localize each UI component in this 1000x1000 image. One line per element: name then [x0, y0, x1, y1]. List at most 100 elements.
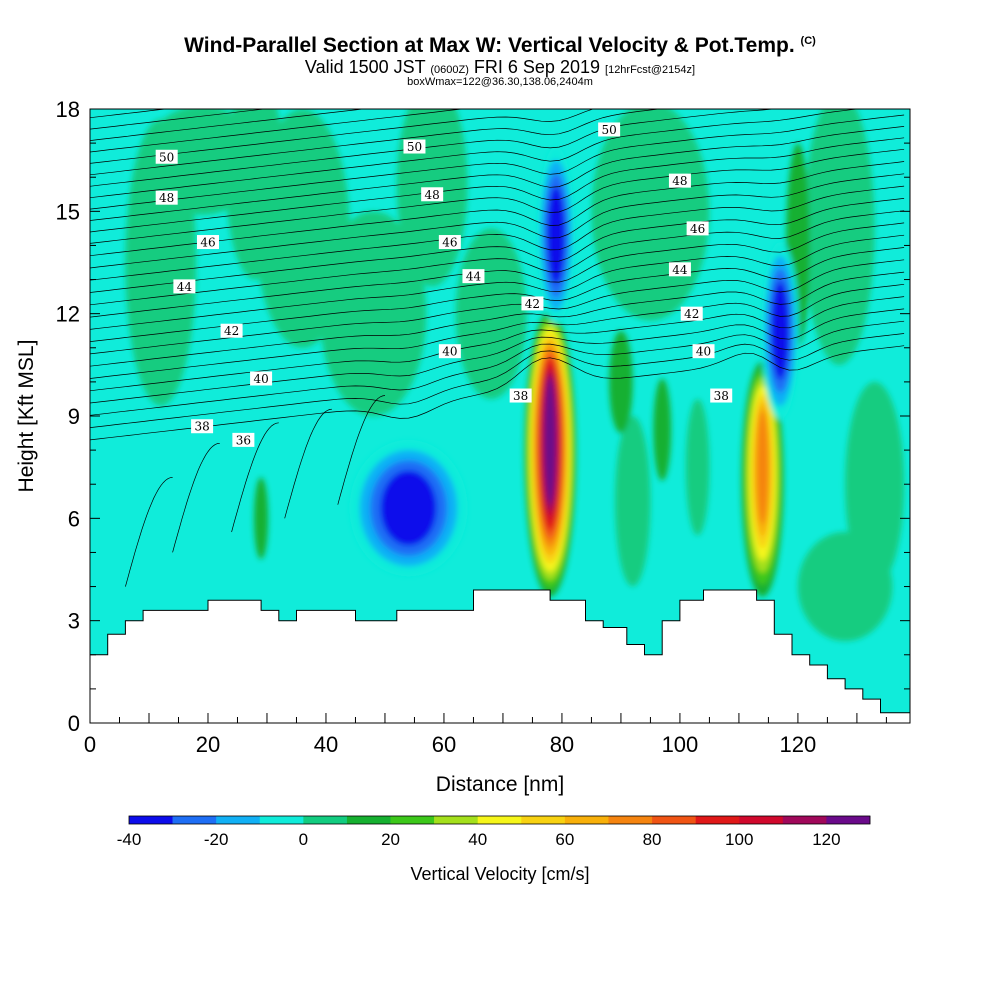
colorbar-swatch [695, 816, 740, 824]
theta-contour [90, 222, 905, 318]
theta-label: 38 [194, 420, 209, 434]
theta-contour [90, 0, 904, 61]
theta-contour [90, 320, 905, 416]
theta-contour [90, 137, 905, 233]
colorbar-swatch [390, 816, 435, 824]
theta-contour [90, 1, 904, 95]
theta-label-box [173, 279, 196, 294]
colorbar-swatch [172, 816, 217, 824]
y-tick-label: 6 [68, 506, 80, 531]
upward-core [254, 477, 269, 560]
colorbar-swatch [739, 816, 784, 824]
subtitle-utc: (0600Z) [430, 64, 469, 76]
theta-label: 44 [177, 280, 193, 294]
colorbar-swatch [521, 816, 566, 824]
theta-contour [90, 296, 905, 392]
theta-contour [90, 185, 905, 281]
upward-region [455, 228, 527, 399]
x-tick-label: 100 [662, 732, 699, 757]
colorbar-swatch [216, 816, 261, 824]
theta-label-box [668, 262, 691, 277]
theta-contour [337, 395, 386, 505]
theta-contour [90, 283, 905, 379]
x-tick-label: 60 [432, 732, 456, 757]
upward-region [320, 211, 427, 416]
theta-label-box [462, 269, 485, 284]
theta-label: 44 [466, 270, 482, 284]
x-tick-label: 120 [780, 732, 817, 757]
theta-label-box [438, 235, 461, 250]
theta-label-box [220, 323, 243, 338]
colorbar-tick-label: 20 [381, 830, 400, 849]
theta-label: 50 [601, 123, 616, 137]
theta-contour [90, 109, 268, 130]
theta-label-box [403, 139, 426, 154]
theta-label: 50 [159, 150, 174, 164]
theta-label-box [250, 371, 273, 386]
colorbar-swatch [129, 816, 173, 824]
theta-contour [90, 114, 905, 210]
theta-contour [90, 210, 905, 306]
theta-label: 42 [525, 297, 540, 311]
downdraft-level [547, 186, 566, 284]
y-tick-label: 3 [68, 609, 80, 634]
theta-contour [172, 442, 220, 553]
theta-contour [90, 345, 905, 441]
x-tick-label: 20 [196, 732, 220, 757]
theta-label-box [421, 187, 444, 202]
theta-contour [231, 422, 279, 533]
colorbar-tick-label: 80 [643, 830, 662, 849]
theta-label: 36 [236, 433, 251, 447]
theta-label-box [155, 190, 178, 205]
upward-region [685, 398, 710, 536]
colorbar-swatch [652, 816, 696, 824]
theta-label-box [232, 432, 255, 447]
colorbar-label: Vertical Velocity [cm/s] [410, 864, 589, 884]
downdraft-level [771, 281, 790, 380]
theta-label-box [509, 388, 532, 403]
terrain [90, 589, 910, 723]
upward-region [797, 531, 893, 642]
x-tick-label: 40 [314, 732, 338, 757]
theta-contour [90, 109, 465, 153]
colorbar-frame [128, 815, 871, 825]
theta-label: 48 [159, 191, 174, 205]
colorbar-tick-label: -20 [204, 830, 229, 849]
theta-contour [90, 198, 905, 293]
chart-subtitle: Valid 1500 JST (0600Z) FRI 6 Sep 2019 [1… [304, 57, 696, 77]
theta-label: 48 [425, 188, 440, 202]
theta-label: 44 [672, 263, 688, 277]
updraft-level [756, 410, 769, 525]
upward-core [609, 330, 633, 434]
colorbar-swatch [303, 816, 348, 824]
colorbar-tick-label: 120 [812, 830, 840, 849]
colorbar-tick-label: 100 [725, 830, 753, 849]
colorbar: -40 -20 0 20 40 60 80 100 120 [117, 815, 871, 849]
theta-contour [90, 333, 905, 428]
plot-area: 50 48 46 44 42 40 38 36 50 48 46 44 42 40 38 50 48 46 44 42… [90, 0, 910, 723]
theta-contour [90, 271, 905, 367]
theta-label-box [598, 122, 621, 137]
theta-contour [90, 109, 169, 119]
x-tick-label: 80 [550, 732, 574, 757]
theta-contour [90, 0, 904, 83]
x-tick-label: 0 [84, 732, 96, 757]
upward-core [653, 378, 672, 481]
theta-label-box [155, 149, 178, 164]
theta-contour [90, 173, 905, 269]
theta-label: 40 [253, 372, 268, 386]
y-tick-label: 9 [68, 404, 80, 429]
colorbar-tick-label: 60 [555, 830, 574, 849]
theta-label-box [438, 344, 461, 359]
theta-label: 38 [513, 389, 528, 403]
theta-label: 50 [407, 140, 422, 154]
colorbar-tick-label: 0 [299, 830, 308, 849]
colorbar-swatch [259, 816, 304, 824]
theta-contour [90, 109, 595, 164]
theta-contour [90, 109, 366, 141]
theta-contour [90, 0, 904, 72]
colorbar-tick-label: 40 [468, 830, 487, 849]
theta-contour [90, 109, 861, 199]
upward-region [803, 109, 875, 365]
